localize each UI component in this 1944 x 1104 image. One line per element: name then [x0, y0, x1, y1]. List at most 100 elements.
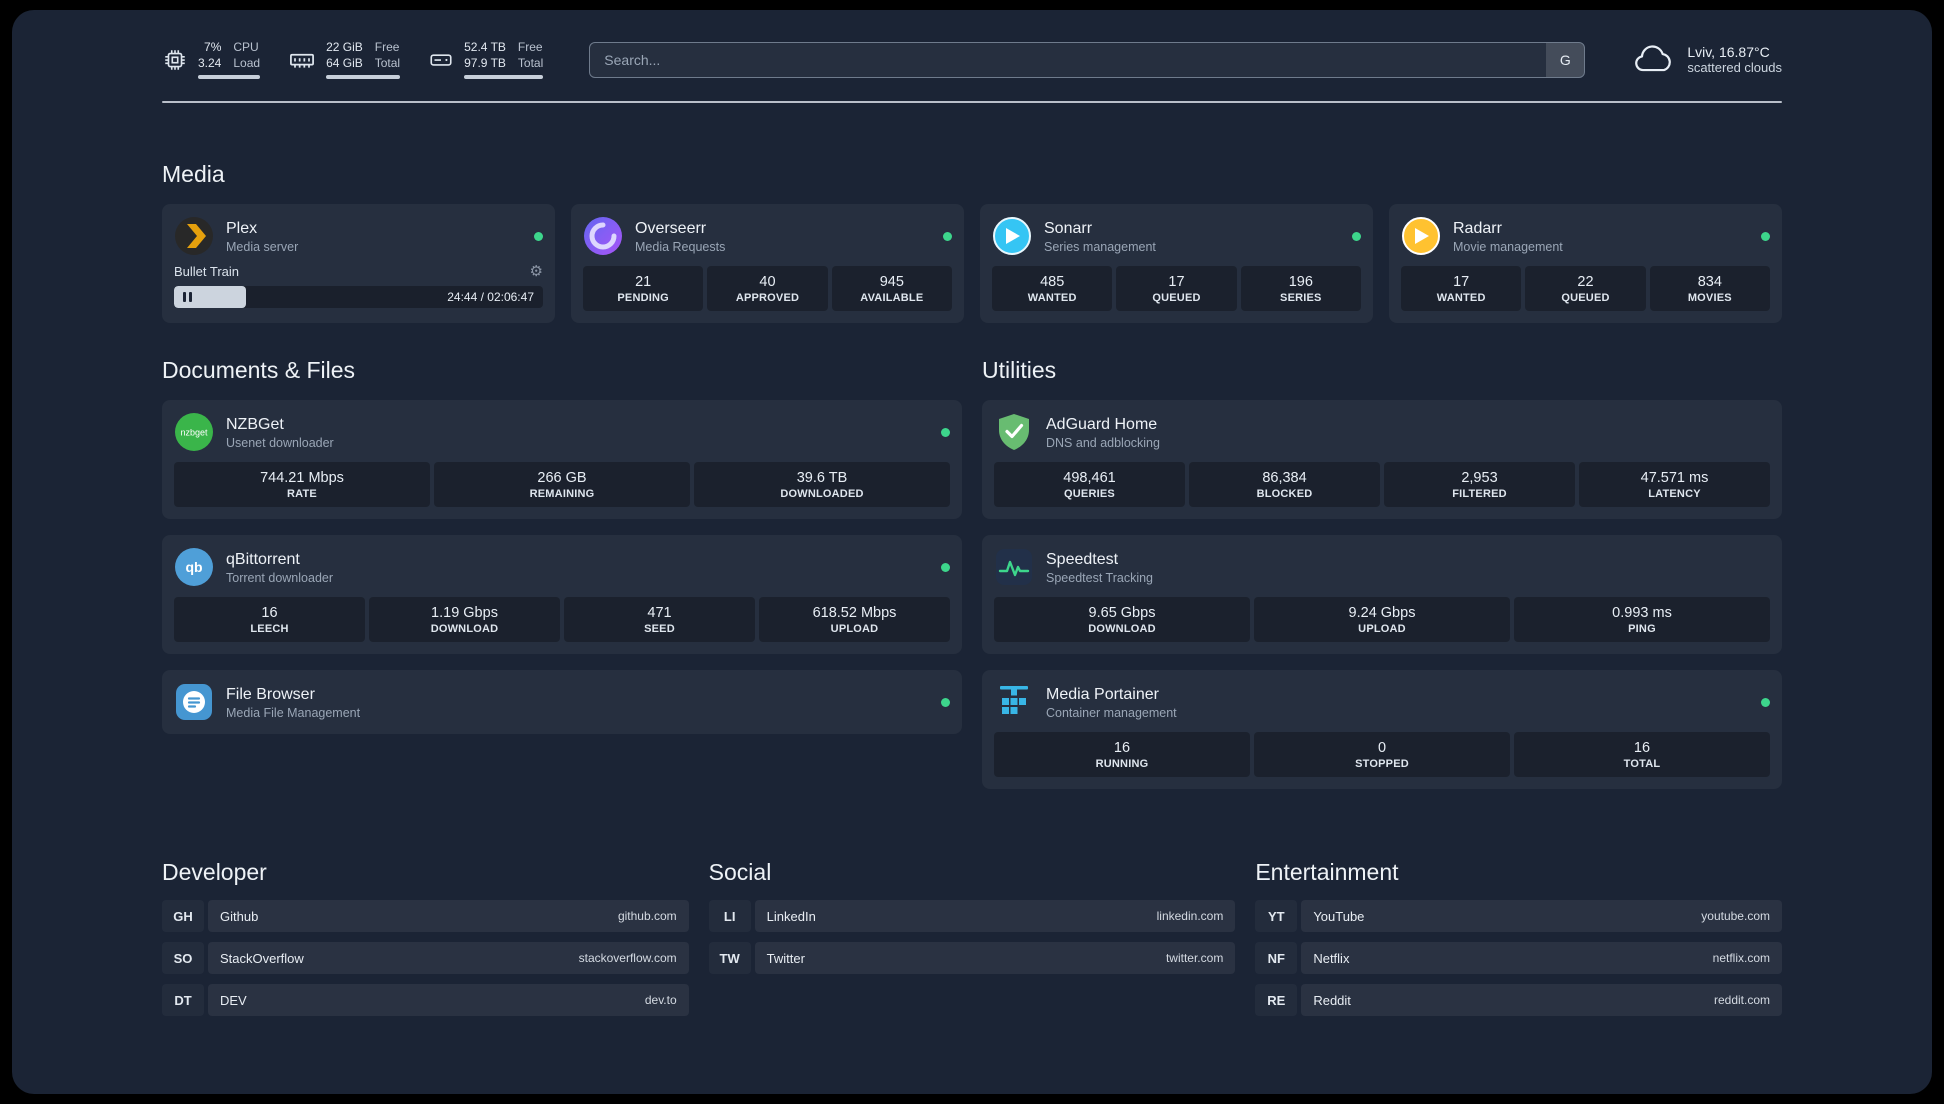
bookmark-abbr: DT	[162, 984, 204, 1017]
stat-box: 17 QUEUED	[1116, 266, 1237, 312]
bookmark-twitter[interactable]: TW Twitter twitter.com	[708, 942, 1236, 975]
portainer-subtitle: Container management	[1046, 705, 1177, 720]
filebrowser-status-dot	[941, 697, 950, 707]
cloud-icon	[1635, 45, 1672, 71]
dashboard-panel: 7% 3.24 CPU Load	[12, 10, 1932, 1094]
disk-label-1: Free	[517, 40, 543, 54]
cpu-percent: 7%	[204, 40, 222, 54]
bookmark-url: linkedin.com	[1156, 909, 1224, 924]
search-provider-button[interactable]: G	[1546, 42, 1585, 77]
qbittorrent-subtitle: Torrent downloader	[226, 570, 334, 585]
portainer-icon	[1000, 686, 1028, 715]
stat-box: 16 LEECH	[174, 597, 365, 643]
stat-label: AVAILABLE	[860, 292, 924, 305]
stat-box: 266 GB REMAINING	[434, 462, 690, 508]
stat-value: 21	[635, 274, 652, 291]
social-section-title: Social	[708, 859, 772, 886]
nzbget-status-dot	[941, 427, 950, 437]
bookmark-abbr: RE	[1255, 984, 1298, 1017]
cpu-label-2: Load	[233, 55, 261, 70]
portainer-title: Media Portainer	[1046, 685, 1159, 703]
stat-label: DOWNLOADED	[780, 488, 864, 501]
bookmark-youtube[interactable]: YT YouTube youtube.com	[1255, 900, 1782, 933]
playback-time: 24:44 / 02:06:47	[447, 290, 534, 305]
nzbget-subtitle: Usenet downloader	[226, 435, 334, 450]
stat-box: 0 STOPPED	[1254, 732, 1510, 778]
stat-value: 266 GB	[537, 470, 587, 487]
sonarr-card[interactable]: Sonarr Series management 485 WANTED 17 Q…	[980, 204, 1373, 324]
bookmark-stackoverflow[interactable]: SO StackOverflow stackoverflow.com	[162, 942, 689, 975]
stat-value: 945	[879, 274, 904, 291]
overseerr-title: Overseerr	[635, 219, 707, 237]
section-social: Social LI LinkedIn linkedin.com TW Twitt…	[708, 859, 1236, 1026]
weather-widget: Lviv, 16.87°C scattered clouds	[1631, 43, 1782, 77]
nzbget-title: NZBGet	[226, 415, 284, 433]
bookmark-netflix[interactable]: NF Netflix netflix.com	[1255, 942, 1782, 975]
search-input[interactable]	[590, 42, 1547, 77]
stat-label: REMAINING	[529, 488, 595, 501]
disk-icon	[430, 53, 452, 66]
bookmark-name: Twitter	[766, 950, 805, 966]
stat-label: PING	[1628, 623, 1656, 636]
speedtest-card[interactable]: Speedtest Speedtest Tracking 9.65 Gbps D…	[982, 535, 1782, 655]
stat-box: 618.52 Mbps UPLOAD	[759, 597, 950, 643]
bookmark-url: github.com	[617, 909, 677, 924]
qbittorrent-card[interactable]: qb qBittorrent Torrent downloader 16 LEE…	[162, 535, 962, 655]
stat-value: 9.65 Gbps	[1088, 605, 1156, 622]
gear-icon[interactable]: ⚙	[529, 263, 543, 281]
radarr-card[interactable]: Radarr Movie management 17 WANTED 22 QUE…	[1389, 204, 1782, 324]
nzbget-icon: nzbget	[175, 413, 213, 452]
filebrowser-card[interactable]: File Browser Media File Management	[162, 670, 962, 735]
section-documents: Documents & Files nzbget NZBGet Usenet d…	[162, 357, 962, 789]
memory-free: 22 GiB	[326, 40, 363, 54]
portainer-card[interactable]: Media Portainer Container management 16 …	[982, 670, 1782, 790]
stat-value: 40	[759, 274, 776, 291]
overseerr-card[interactable]: Overseerr Media Requests 21 PENDING 40 A…	[571, 204, 964, 324]
memory-label-2: Total	[374, 55, 401, 70]
stat-label: LATENCY	[1648, 488, 1701, 501]
stat-box: 16 RUNNING	[994, 732, 1250, 778]
stat-value: 196	[1288, 274, 1313, 291]
plex-card[interactable]: Plex Media server Bullet Train ⚙ 24:44 /…	[162, 204, 555, 324]
stat-box: 834 MOVIES	[1649, 266, 1770, 312]
stat-value: 17	[1453, 274, 1470, 291]
pause-icon[interactable]	[183, 292, 192, 303]
bookmark-name: StackOverflow	[220, 950, 304, 966]
bookmark-reddit[interactable]: RE Reddit reddit.com	[1255, 984, 1782, 1017]
nzbget-card[interactable]: nzbget NZBGet Usenet downloader 744.21 M…	[162, 400, 962, 520]
sonarr-subtitle: Series management	[1044, 239, 1156, 254]
adguard-icon	[999, 414, 1029, 451]
stat-value: 9.24 Gbps	[1348, 605, 1416, 622]
stat-box: 498,461 QUERIES	[994, 462, 1185, 508]
stat-value: 16	[1113, 740, 1131, 757]
bookmark-abbr: LI	[708, 900, 751, 933]
stat-label: WANTED	[1436, 292, 1486, 305]
adguard-subtitle: DNS and adblocking	[1046, 435, 1160, 450]
filebrowser-subtitle: Media File Management	[226, 705, 361, 720]
bookmark-linkedin[interactable]: LI LinkedIn linkedin.com	[708, 900, 1236, 933]
overseerr-icon	[584, 217, 622, 256]
sonarr-status-dot	[1352, 231, 1361, 241]
stat-box: 744.21 Mbps RATE	[174, 462, 430, 508]
svg-text:nzbget: nzbget	[180, 428, 208, 438]
stat-label: BLOCKED	[1256, 488, 1313, 501]
weather-condition: scattered clouds	[1687, 60, 1782, 76]
stat-value: 0	[1377, 740, 1387, 757]
bookmark-abbr: NF	[1255, 942, 1298, 975]
stat-box: 1.19 Gbps DOWNLOAD	[369, 597, 560, 643]
adguard-card[interactable]: AdGuard Home DNS and adblocking 498,461 …	[982, 400, 1782, 520]
stat-label: QUEUED	[1152, 292, 1201, 305]
bookmark-name: Netflix	[1313, 950, 1350, 966]
radarr-subtitle: Movie management	[1453, 239, 1563, 254]
bookmark-abbr: YT	[1255, 900, 1298, 933]
qbittorrent-status-dot	[941, 562, 950, 572]
stat-value: 39.6 TB	[796, 470, 848, 487]
bookmark-github[interactable]: GH Github github.com	[162, 900, 689, 933]
bookmark-url: stackoverflow.com	[578, 951, 677, 966]
stat-label: MOVIES	[1687, 292, 1732, 305]
sonarr-icon	[993, 217, 1031, 256]
stat-value: 618.52 Mbps	[812, 605, 897, 622]
bookmark-dev[interactable]: DT DEV dev.to	[162, 984, 689, 1017]
stat-value: 47.571 ms	[1640, 470, 1709, 487]
plex-status-dot	[534, 231, 543, 241]
